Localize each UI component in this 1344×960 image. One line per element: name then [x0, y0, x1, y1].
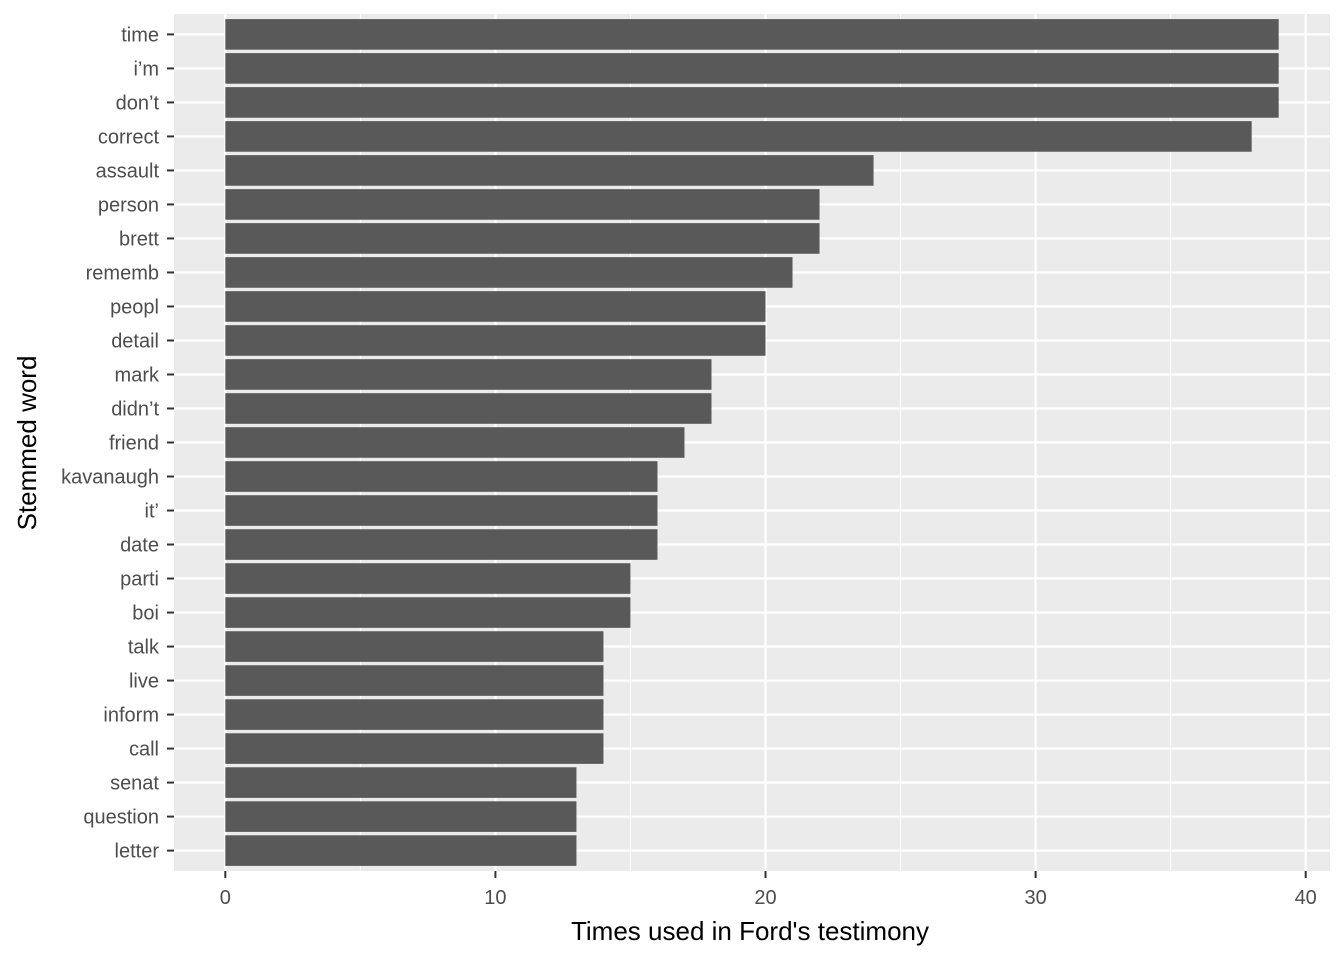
y-tick-label: boi	[132, 603, 159, 625]
bar	[225, 223, 820, 254]
y-tick-label: correct	[98, 126, 160, 148]
bar	[225, 665, 604, 696]
bar	[225, 835, 577, 866]
y-axis-title: Stemmed word	[12, 356, 42, 531]
x-axis-title: Times used in Ford's testimony	[571, 916, 929, 946]
bar	[225, 53, 1279, 84]
y-tick-label: it’	[145, 501, 159, 523]
bar	[225, 291, 766, 322]
y-tick-label: question	[83, 807, 159, 829]
bar	[225, 189, 820, 220]
y-tick-label: inform	[103, 705, 159, 727]
y-tick-label: time	[121, 24, 159, 46]
y-tick-label: assault	[96, 160, 160, 182]
bar	[225, 631, 604, 662]
x-tick-label: 0	[220, 887, 231, 909]
y-tick-label: senat	[110, 773, 159, 795]
x-tick-label: 40	[1295, 887, 1317, 909]
y-tick-label: don’t	[116, 92, 160, 114]
y-tick-label: detail	[111, 330, 159, 352]
y-tick-label: rememb	[86, 262, 159, 284]
bar	[225, 495, 658, 526]
bar	[225, 427, 685, 458]
x-tick-label: 10	[484, 887, 506, 909]
bar	[225, 257, 793, 288]
bar	[225, 733, 604, 764]
y-tick-label: call	[129, 739, 159, 761]
bar	[225, 461, 658, 492]
y-tick-label: live	[129, 671, 159, 693]
bar	[225, 325, 766, 356]
y-tick-label: peopl	[110, 296, 159, 318]
y-tick-label: brett	[119, 228, 159, 250]
y-tick-label: talk	[128, 637, 160, 659]
y-axis: time i’m don’t correct assault person brett rem…	[61, 24, 174, 863]
y-tick-label: didn’t	[111, 398, 159, 420]
bar	[225, 699, 604, 730]
y-tick-label: letter	[115, 841, 160, 863]
bar	[225, 597, 631, 628]
x-axis: 0 10 20 30 40	[220, 871, 1317, 909]
bar	[225, 155, 874, 186]
bar	[225, 563, 631, 594]
bar	[225, 359, 712, 390]
bar	[225, 801, 577, 832]
bar	[225, 121, 1252, 152]
bar	[225, 767, 577, 798]
y-tick-label: person	[98, 194, 159, 216]
x-tick-label: 30	[1024, 887, 1046, 909]
bar	[225, 529, 658, 560]
bar	[225, 19, 1279, 50]
bars	[225, 19, 1279, 866]
x-tick-label: 20	[754, 887, 776, 909]
y-tick-label: parti	[120, 569, 159, 591]
bar	[225, 393, 712, 424]
y-tick-label: date	[120, 535, 159, 557]
bar	[225, 87, 1279, 118]
y-tick-label: kavanaugh	[61, 467, 159, 489]
y-tick-label: friend	[109, 433, 159, 455]
y-tick-label: i’m	[133, 58, 159, 80]
y-tick-label: mark	[115, 364, 160, 386]
